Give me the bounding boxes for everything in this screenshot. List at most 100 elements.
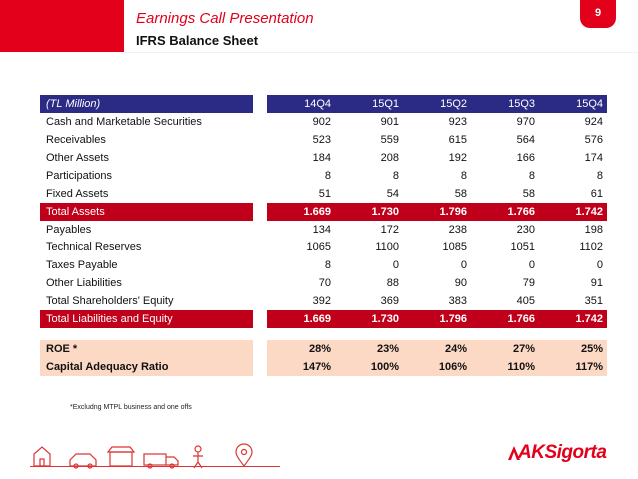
column-header-period: 15Q1 (335, 95, 403, 113)
header-divider (124, 52, 638, 53)
row-value: 79 (522, 277, 535, 290)
ratio-value: 110% (471, 358, 539, 377)
ratio-value: 24% (403, 340, 471, 359)
house-icon (33, 446, 51, 467)
table-row: Fixed Assets 51 54 58 58 61 (40, 184, 607, 203)
column-gap (253, 95, 267, 113)
row-label: Total Shareholders' Equity (46, 295, 174, 308)
column-header-period: 15Q4 (539, 95, 607, 113)
row-value: 8 (324, 259, 331, 272)
table-spacer (40, 328, 607, 340)
row-value: 970 (516, 115, 535, 128)
ratio-value: 25% (539, 340, 607, 359)
row-value: 0 (528, 259, 535, 272)
aksigorta-logo-mark (508, 446, 520, 460)
row-value: 383 (448, 295, 467, 308)
balance-sheet-table: (TL Million) 14Q4 15Q1 15Q2 15Q3 15Q4 Cash and… (40, 95, 607, 377)
footer-line (30, 466, 280, 467)
row-value: 924 (584, 115, 603, 128)
column-header-period: 15Q3 (471, 95, 539, 113)
row-value: 1.766 (471, 202, 539, 221)
row-value: 1.669 (267, 202, 335, 221)
ratio-value: 27% (471, 340, 539, 359)
ratio-value: 147% (267, 358, 335, 377)
row-value: 615 (448, 133, 467, 146)
row-value: 351 (584, 295, 603, 308)
row-value: 8 (392, 169, 399, 182)
row-label: Other Assets (46, 151, 109, 164)
row-value: 1102 (579, 241, 603, 254)
column-gap (253, 130, 267, 149)
row-value: 8 (528, 169, 535, 182)
row-value: 8 (596, 169, 603, 182)
ratio-value: 117% (539, 358, 607, 377)
table-row: Total Shareholders' Equity 392 369 383 405 35… (40, 292, 607, 311)
column-gap (253, 358, 267, 377)
row-label: Total Liabilities and Equity (40, 310, 253, 329)
table-row: Cash and Marketable Securities 902 901 923 9… (40, 112, 607, 131)
table-row: Technical Reserves 1065 1100 1085 1051 1102 (40, 238, 607, 257)
row-value: 8 (460, 169, 467, 182)
ratio-value: 28% (267, 340, 335, 359)
row-value: 1100 (375, 241, 399, 254)
row-value: 0 (460, 259, 467, 272)
row-value: 1.742 (539, 202, 607, 221)
column-header-period: 15Q2 (403, 95, 471, 113)
row-value: 184 (312, 151, 331, 164)
row-value: 901 (380, 115, 399, 128)
row-value: 559 (380, 133, 399, 146)
column-gap (253, 256, 267, 275)
header-red-bar (0, 0, 124, 52)
row-value: 576 (584, 133, 603, 146)
person-icon (193, 445, 203, 469)
row-value: 1.730 (335, 202, 403, 221)
table-row: Taxes Payable 8 0 0 0 0 (40, 256, 607, 275)
row-value: 1.730 (335, 310, 403, 329)
row-value: 172 (380, 223, 399, 236)
row-value: 198 (584, 223, 603, 236)
row-value: 54 (386, 187, 399, 200)
page-title: IFRS Balance Sheet (136, 33, 259, 48)
location-pin-icon (235, 443, 253, 468)
row-value: 523 (312, 133, 331, 146)
row-value: 1.669 (267, 310, 335, 329)
ratio-label: Capital Adequacy Ratio (40, 358, 253, 377)
ratio-row: ROE * 28% 23% 24% 27% 25% (40, 340, 607, 359)
row-value: 58 (454, 187, 467, 200)
row-value: 369 (380, 295, 399, 308)
ratio-value: 106% (403, 358, 471, 377)
row-value: 51 (318, 187, 331, 200)
store-icon (106, 446, 136, 467)
aksigorta-logo: AKSigorta (518, 442, 607, 463)
column-gap (253, 148, 267, 167)
column-gap (253, 166, 267, 185)
row-value: 1.766 (471, 310, 539, 329)
row-value: 61 (590, 187, 603, 200)
row-value: 91 (590, 277, 603, 290)
column-gap (253, 310, 267, 329)
row-label: Receivables (46, 133, 106, 146)
row-value: 0 (392, 259, 399, 272)
column-header-period: 14Q4 (267, 95, 335, 113)
column-gap (253, 220, 267, 239)
row-value: 405 (516, 295, 535, 308)
row-value: 564 (516, 133, 535, 146)
row-value: 923 (448, 115, 467, 128)
row-value: 8 (324, 169, 331, 182)
row-value: 238 (448, 223, 467, 236)
row-label: Other Liabilities (46, 277, 122, 290)
row-value: 134 (312, 223, 331, 236)
column-gap (253, 340, 267, 359)
table-row: Other Liabilities 70 88 90 79 91 (40, 274, 607, 293)
column-gap (253, 202, 267, 221)
column-gap (253, 274, 267, 293)
row-value: 166 (516, 151, 535, 164)
row-label: Participations (46, 169, 113, 182)
row-value: 230 (516, 223, 535, 236)
ratio-value: 23% (335, 340, 403, 359)
column-gap (253, 292, 267, 311)
table-row: Payables 134 172 238 230 198 (40, 220, 607, 239)
row-value: 208 (380, 151, 399, 164)
ratio-value: 100% (335, 358, 403, 377)
row-value: 90 (454, 277, 467, 290)
